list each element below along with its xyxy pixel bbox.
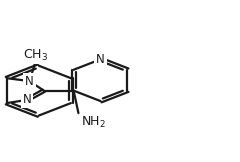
Text: NH$_2$: NH$_2$ xyxy=(81,115,106,130)
Text: N: N xyxy=(23,93,31,106)
Text: N: N xyxy=(25,75,34,88)
Text: N: N xyxy=(96,53,105,66)
Text: CH$_3$: CH$_3$ xyxy=(23,48,48,63)
